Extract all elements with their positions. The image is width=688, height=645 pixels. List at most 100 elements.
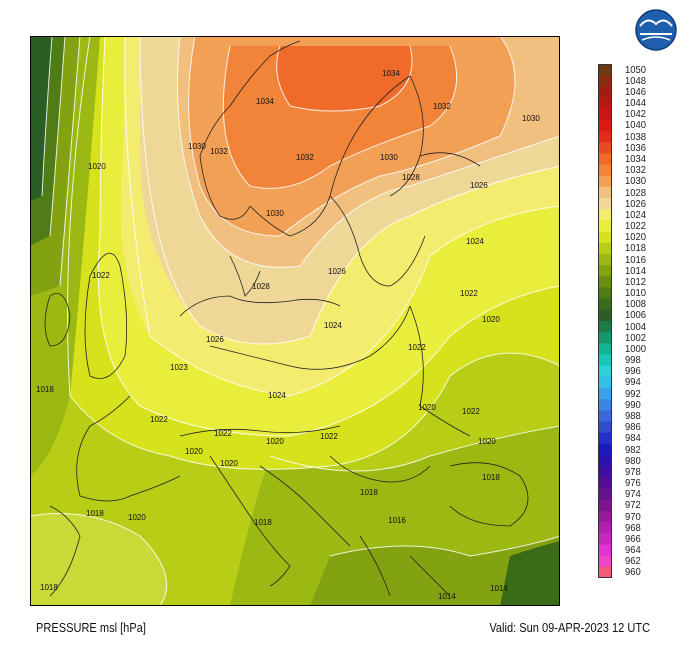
isobar-label: 1023 [170,363,188,372]
coastline-greece [359,535,451,597]
isobar-label: 1030 [188,142,206,151]
color-bar-swatch [598,97,612,110]
area-1012-corner [500,541,560,606]
color-bar-level-label: 960 [625,566,641,579]
isobar-label: 1018 [36,385,54,394]
border-balkans [329,455,431,483]
border-central-europe [209,305,411,370]
color-bar-swatch [598,544,612,557]
color-bar-swatch [598,298,612,311]
isobar-label: 1026 [328,267,346,276]
coastline-italy [209,455,291,587]
color-bar-swatch [598,164,612,177]
color-bar-swatch [598,131,612,143]
color-bar-level-label: 982 [625,443,641,456]
color-bar-swatch [598,75,612,87]
color-bar-level-label: 1044 [625,97,647,110]
color-bar-swatch [598,198,612,210]
field-title: PRESSURE msl [hPa] [36,620,146,635]
coastline-baltic [329,195,426,287]
isobar-label: 1016 [388,516,406,525]
area-1018-southwest [30,513,167,606]
coastline-britain [84,252,128,379]
isobar-label: 1032 [433,102,451,111]
isobar-label: 1022 [150,415,168,424]
color-bar-level-label: 992 [625,387,641,400]
isobar-label: 1030 [380,153,398,162]
color-bar-swatch [598,432,612,445]
color-bar-level-label: 970 [625,510,641,523]
color-bar-level-label: 1004 [625,320,647,333]
isobar-label: 1022 [320,432,338,441]
color-bar-swatch [598,153,612,166]
color-bar-level-label: 1046 [625,85,647,98]
color-bar-swatch [598,376,612,389]
color-bar-swatch [598,399,612,411]
isobar-label: 1018 [86,509,104,518]
color-bar-swatch [598,566,612,578]
color-bar-swatch [598,533,612,545]
color-bar-level-label: 990 [625,398,641,411]
color-bar-level-label: 1032 [625,164,647,177]
color-bar-swatch [598,499,612,512]
color-bar-level-label: 996 [625,365,641,378]
color-bar-level-label: 1020 [625,231,647,244]
isobar-label: 1018 [482,473,500,482]
color-bar-swatch [598,466,612,478]
color-bar-level-label: 1048 [625,74,647,87]
isobar-label: 1014 [490,584,508,593]
color-bar-level-label: 1040 [625,119,647,132]
isobar-label: 1018 [254,518,272,527]
isobar-label: 1022 [214,429,232,438]
isobar-label: 1032 [296,153,314,162]
isobar-label: 1026 [470,181,488,190]
color-bar-level-label: 972 [625,499,641,512]
coastline-ireland [44,293,71,347]
isobar-label: 1020 [128,513,146,522]
color-bar-swatch [598,220,612,233]
isobar-label: 1026 [206,335,224,344]
color-bar-level-label: 1024 [625,208,647,221]
color-bar-swatch [598,354,612,367]
color-bar-level-label: 1002 [625,331,647,344]
isobar-label: 1020 [482,315,500,324]
color-bar-level-label: 974 [625,488,641,501]
color-bar-swatch [598,186,612,199]
isobar-label: 1028 [402,173,420,182]
color-bar-level-label: 1026 [625,197,647,210]
color-bar-swatch [598,388,612,400]
isobar-label: 1030 [266,209,284,218]
border-east [409,305,471,437]
isobar-label: 1020 [88,162,106,171]
color-bar [598,64,612,578]
coastline-black-sea [449,462,529,527]
area-1034 [276,46,412,111]
color-bar-level-label: 1034 [625,152,647,165]
color-bar-swatch [598,108,612,121]
isobar-label: 1024 [324,321,342,330]
isobar-label: 1024 [268,391,286,400]
color-bar-swatch [598,209,612,221]
color-bar-swatch [598,522,612,534]
color-bar-swatch [598,142,612,154]
meteo-logo-icon [635,9,677,51]
pressure-map: 1034 1034 1032 1032 1032 1030 1030 1030 … [30,36,560,606]
coastline-north-sea [179,295,341,317]
coastline-iberia [49,505,81,597]
isobar-label: 1022 [92,271,110,280]
color-bar-frame [598,64,612,578]
area-1014-southeast [310,536,560,606]
color-bar-level-label: 1028 [625,186,647,199]
color-bar-swatch [598,488,612,501]
isobar-label: 1014 [438,592,456,601]
isobar-label: 1030 [522,114,540,123]
color-bar-level-label: 980 [625,454,641,467]
color-bar-swatch [598,242,612,255]
color-bar-level-label: 1012 [625,275,647,288]
color-bar-level-label: 1018 [625,242,647,255]
color-bar-level-label: 994 [625,376,641,389]
color-bar-swatch [598,64,612,76]
coastline-france [76,395,181,502]
color-bar-level-label: 1050 [625,63,647,76]
color-bar-level-label: 968 [625,521,641,534]
